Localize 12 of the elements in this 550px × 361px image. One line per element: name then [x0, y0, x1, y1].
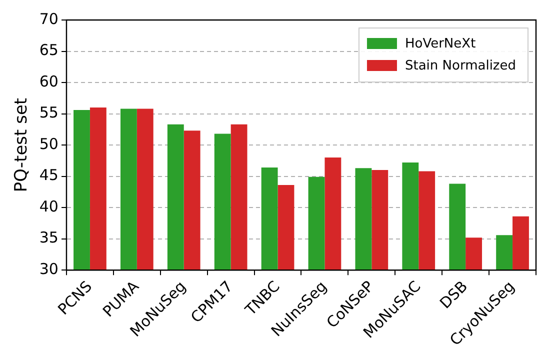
legend-label: Stain Normalized: [404, 58, 516, 74]
y-tick-label: 55: [39, 104, 58, 122]
y-tick-label: 60: [39, 72, 58, 90]
y-tick-label: 70: [39, 10, 58, 28]
y-tick-label: 45: [39, 166, 58, 184]
y-tick-label: 35: [39, 228, 58, 247]
legend-label: HoVerNeXt: [404, 36, 476, 52]
y-tick-label: 40: [39, 197, 58, 216]
y-tick-label: 30: [39, 260, 58, 278]
y-axis-title: PQ-test set: [12, 98, 32, 192]
y-tick-label: 65: [39, 41, 58, 60]
y-tick-label: 50: [39, 134, 58, 153]
